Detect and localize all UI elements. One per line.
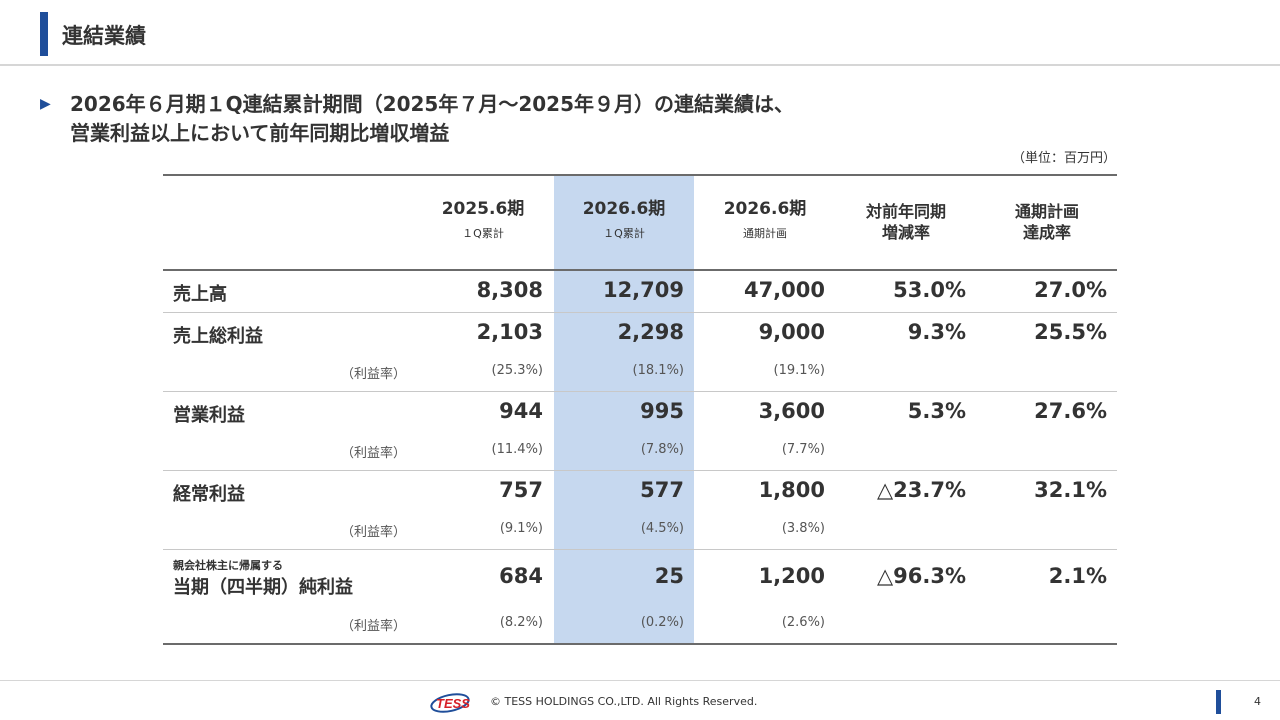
header-divider — [0, 64, 1280, 66]
ratio-cell: (7.7%) — [781, 442, 825, 457]
ratio-label: （利益率） — [341, 525, 407, 540]
value-cell: 9.3% — [907, 320, 966, 344]
title-accent-bar — [40, 12, 48, 56]
ratio-label: （利益率） — [341, 619, 407, 634]
ratio-cell: (3.8%) — [781, 521, 825, 536]
value-cell: 12,709 — [602, 278, 684, 302]
value-cell: 8,308 — [476, 278, 543, 302]
ratio-cell: (11.4%) — [491, 442, 543, 457]
value-cell: △96.3% — [876, 564, 966, 588]
table-top-rule — [163, 174, 1117, 176]
value-cell: 2,298 — [617, 320, 684, 344]
svg-text:TESS: TESS — [436, 696, 470, 711]
highlight-column — [554, 174, 694, 644]
value-cell: 1,800 — [758, 478, 825, 502]
value-cell: 3,600 — [758, 399, 825, 423]
value-cell: 27.6% — [1034, 399, 1107, 423]
headline: 2026年６月期１Q連結累計期間（2025年７月～2025年９月）の連結業績は、… — [70, 90, 794, 148]
row-divider — [163, 470, 1117, 471]
ratio-label: （利益率） — [341, 367, 407, 382]
row-label: 当期（四半期）純利益 — [173, 577, 353, 598]
value-cell: 25.5% — [1034, 320, 1107, 344]
row-label: 売上高 — [173, 284, 227, 305]
table-bottom-rule — [163, 643, 1117, 645]
ratio-cell: (9.1%) — [499, 521, 543, 536]
row-label: 経常利益 — [173, 484, 245, 505]
ratio-cell: (19.1%) — [773, 363, 825, 378]
slide-title: 連結業績 — [62, 24, 146, 48]
column-header: 2026.6期 通期計画 — [723, 199, 807, 240]
ratio-cell: (25.3%) — [491, 363, 543, 378]
row-label-prefix: 親会社株主に帰属する — [173, 559, 283, 572]
ratio-cell: (2.6%) — [781, 615, 825, 630]
row-divider — [163, 391, 1117, 392]
column-header: 2025.6期 １Q累計 — [441, 199, 525, 240]
unit-note: （単位：百万円） — [1011, 151, 1116, 166]
value-cell: 47,000 — [743, 278, 825, 302]
value-cell: 9,000 — [758, 320, 825, 344]
ratio-cell: (8.2%) — [499, 615, 543, 630]
value-cell: 684 — [499, 564, 543, 588]
page-number-accent-bar — [1216, 690, 1221, 714]
ratio-cell: (18.1%) — [632, 363, 684, 378]
headline-line-1: 2026年６月期１Q連結累計期間（2025年７月～2025年９月）の連結業績は、 — [70, 92, 794, 116]
tess-logo-icon: TESS — [430, 693, 470, 713]
copyright-text: © TESS HOLDINGS CO.,LTD. All Rights Rese… — [490, 695, 758, 708]
value-cell: △23.7% — [876, 478, 966, 502]
value-cell: 995 — [640, 399, 684, 423]
headline-line-2: 営業利益以上において前年同期比増収増益 — [70, 121, 450, 145]
triangle-bullet-icon: ▶ — [40, 96, 51, 112]
ratio-cell: (7.8%) — [640, 442, 684, 457]
column-header: 通期計画 達成率 — [1014, 202, 1079, 242]
value-cell: 757 — [499, 478, 543, 502]
value-cell: 5.3% — [907, 399, 966, 423]
ratio-label: （利益率） — [341, 446, 407, 461]
value-cell: 25 — [654, 564, 684, 588]
footer-divider — [0, 680, 1280, 681]
value-cell: 2.1% — [1048, 564, 1107, 588]
row-label: 売上総利益 — [173, 326, 263, 347]
row-label: 営業利益 — [173, 405, 245, 426]
value-cell: 32.1% — [1034, 478, 1107, 502]
value-cell: 944 — [499, 399, 543, 423]
column-header: 2026.6期 １Q累計 — [582, 199, 666, 240]
value-cell: 53.0% — [893, 278, 966, 302]
value-cell: 2,103 — [476, 320, 543, 344]
value-cell: 577 — [640, 478, 684, 502]
slide-header: 連結業績 — [0, 0, 1280, 64]
value-cell: 27.0% — [1034, 278, 1107, 302]
header-bottom-rule — [163, 269, 1117, 271]
ratio-cell: (0.2%) — [640, 615, 684, 630]
ratio-cell: (4.5%) — [640, 521, 684, 536]
page-number: 4 — [1254, 695, 1261, 708]
value-cell: 1,200 — [758, 564, 825, 588]
results-table: 2025.6期 １Q累計 2026.6期 １Q累計 2026.6期 通期計画 対… — [163, 174, 1117, 646]
column-header: 対前年同期 増減率 — [865, 202, 946, 242]
row-divider — [163, 549, 1117, 550]
row-divider — [163, 312, 1117, 313]
